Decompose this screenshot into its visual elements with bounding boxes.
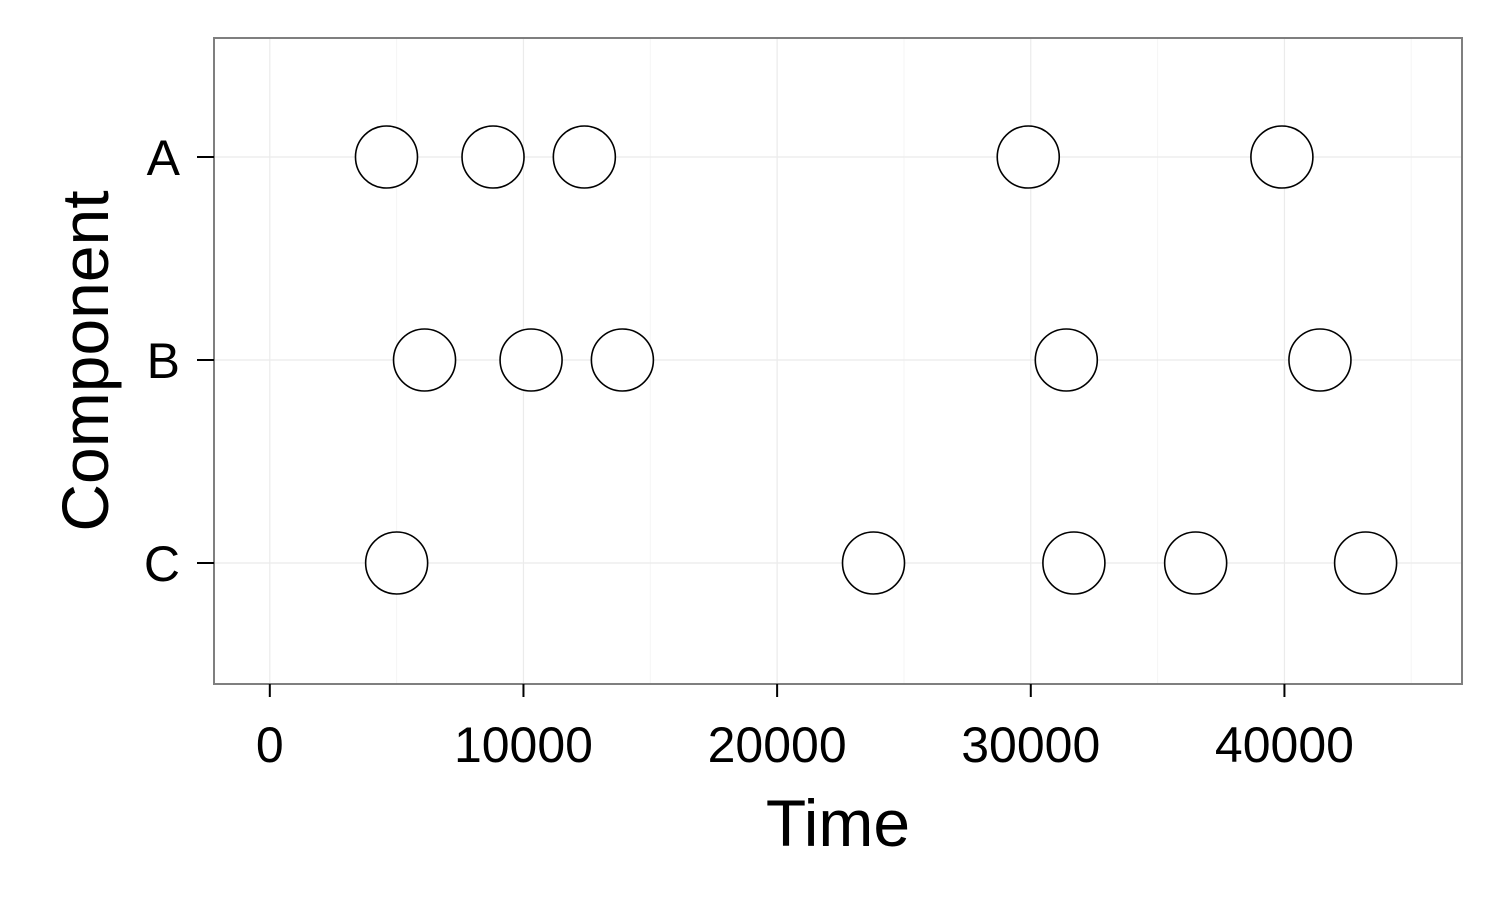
data-point-c [364,531,429,595]
data-point-a [996,125,1061,189]
data-point-a [1250,125,1314,189]
data-point-b [590,328,655,392]
x-axis-title: Time [766,786,910,860]
data-point-a [461,125,525,189]
data-point-b [499,328,563,392]
data-points [354,125,1398,595]
data-point-b [392,328,457,392]
x-tick-label: 10000 [454,717,593,773]
y-axis: A B C [144,130,214,592]
y-tick-label: C [144,536,180,592]
data-point-b [1288,328,1352,392]
x-axis: 0 10000 20000 30000 40000 [256,684,1354,773]
data-point-c [841,531,906,595]
data-point-c [1163,531,1228,595]
y-axis-title: Component [48,190,122,531]
data-point-c [1333,531,1398,595]
data-point-a [552,125,617,189]
y-tick-label: B [147,333,180,389]
data-point-b [1034,328,1099,392]
y-tick-label: A [147,130,181,186]
data-point-a [354,125,419,189]
x-tick-label: 40000 [1215,717,1354,773]
x-tick-label: 20000 [708,717,847,773]
data-point-c [1042,531,1106,595]
x-tick-label: 0 [256,717,284,773]
x-tick-label: 30000 [961,717,1100,773]
